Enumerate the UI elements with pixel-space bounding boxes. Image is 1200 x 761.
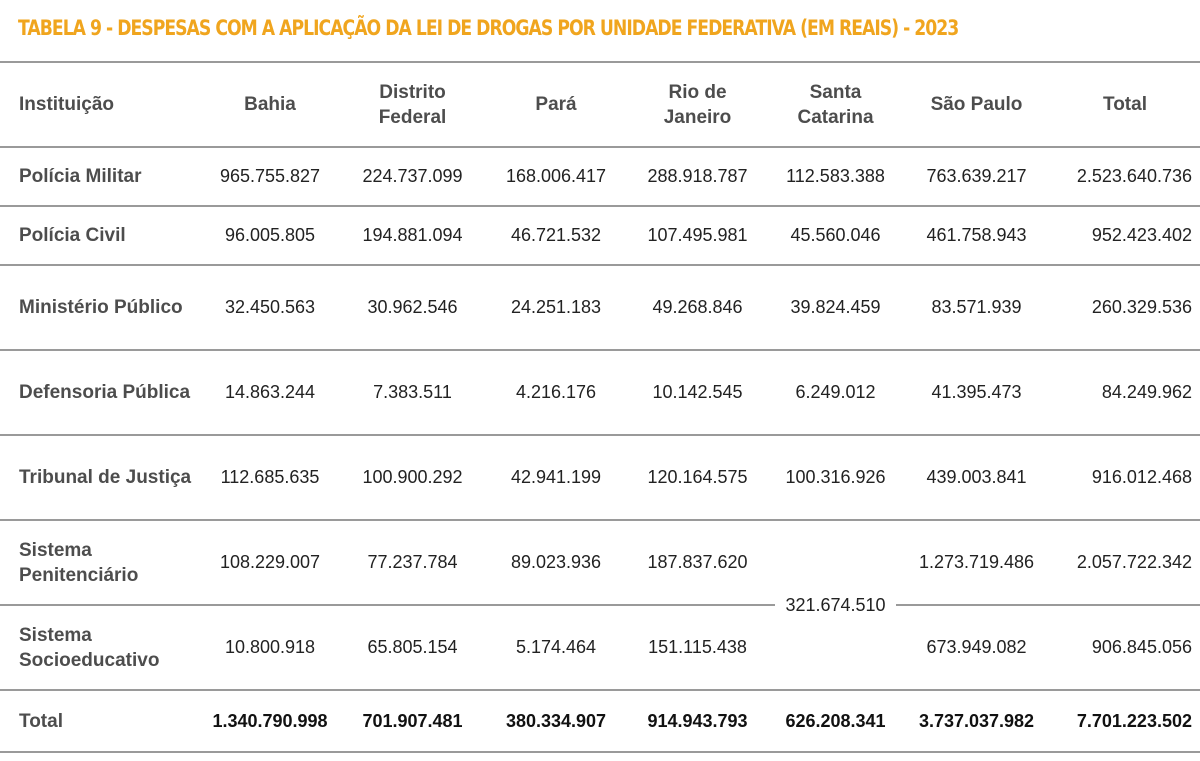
table-cell: 168.006.417 bbox=[485, 147, 627, 207]
column-header: Distrito Federal bbox=[340, 61, 485, 148]
row-label: Total bbox=[0, 690, 200, 753]
total-cell: 914.943.793 bbox=[627, 690, 768, 753]
column-header: Rio de Janeiro bbox=[627, 61, 768, 148]
table-cell: 112.685.635 bbox=[200, 435, 340, 521]
table-cell: 107.495.981 bbox=[627, 206, 768, 266]
table-cell: 42.941.199 bbox=[485, 435, 627, 521]
table-cell: 461.758.943 bbox=[903, 206, 1050, 266]
table-row: Polícia Militar 965.755.827 224.737.099 168… bbox=[0, 147, 1200, 207]
column-header: Bahia bbox=[200, 61, 340, 148]
column-header: Instituição bbox=[0, 61, 200, 148]
table-cell: 41.395.473 bbox=[903, 350, 1050, 436]
table-cell: 7.383.511 bbox=[340, 350, 485, 436]
table-cell: 89.023.936 bbox=[485, 520, 627, 606]
total-cell: 7.701.223.502 bbox=[1050, 690, 1200, 753]
table-row: Tribunal de Justiça 112.685.635 100.900.29… bbox=[0, 435, 1200, 521]
table-cell: 5.174.464 bbox=[485, 605, 627, 691]
column-header: Pará bbox=[485, 61, 627, 148]
table-cell-merged: 321.674.510 bbox=[768, 520, 903, 691]
table-cell: 100.316.926 bbox=[768, 435, 903, 521]
row-label: Ministério Público bbox=[0, 265, 200, 351]
row-label: Tribunal de Justiça bbox=[0, 435, 200, 521]
table-row: Ministério Público 32.450.563 30.962.546 24… bbox=[0, 265, 1200, 351]
table-cell: 108.229.007 bbox=[200, 520, 340, 606]
table-cell: 763.639.217 bbox=[903, 147, 1050, 207]
table-cell: 10.142.545 bbox=[627, 350, 768, 436]
row-label: Defensoria Pública bbox=[0, 350, 200, 436]
table-cell: 96.005.805 bbox=[200, 206, 340, 266]
table-cell: 260.329.536 bbox=[1050, 265, 1200, 351]
table-cell: 4.216.176 bbox=[485, 350, 627, 436]
table-cell: 84.249.962 bbox=[1050, 350, 1200, 436]
table-cell: 83.571.939 bbox=[903, 265, 1050, 351]
table-row: Sistema Socioeducativo 10.800.918 65.805.1… bbox=[0, 605, 1200, 691]
table-cell: 6.249.012 bbox=[768, 350, 903, 436]
table-cell: 965.755.827 bbox=[200, 147, 340, 207]
column-header: São Paulo bbox=[903, 61, 1050, 148]
table-cell: 65.805.154 bbox=[340, 605, 485, 691]
table-cell: 224.737.099 bbox=[340, 147, 485, 207]
table-cell: 39.824.459 bbox=[768, 265, 903, 351]
table-cell: 187.837.620 bbox=[627, 520, 768, 606]
table-cell: 45.560.046 bbox=[768, 206, 903, 266]
table-cell: 10.800.918 bbox=[200, 605, 340, 691]
total-cell: 1.340.790.998 bbox=[200, 690, 340, 753]
table-cell: 1.273.719.486 bbox=[903, 520, 1050, 606]
row-label: Polícia Civil bbox=[0, 206, 200, 266]
table-cell: 288.918.787 bbox=[627, 147, 768, 207]
total-row: Total 1.340.790.998 701.907.481 380.334.907… bbox=[0, 690, 1200, 753]
expenses-table: Instituição Bahia Distrito Federal Pará … bbox=[0, 61, 1200, 753]
table-cell: 32.450.563 bbox=[200, 265, 340, 351]
table-cell: 2.057.722.342 bbox=[1050, 520, 1200, 606]
table-row: Defensoria Pública 14.863.244 7.383.511 4.2… bbox=[0, 350, 1200, 436]
column-header: Santa Catarina bbox=[768, 61, 903, 148]
table-cell: 112.583.388 bbox=[768, 147, 903, 207]
column-header: Total bbox=[1050, 61, 1200, 148]
table-row: Sistema Penitenciário 108.229.007 77.237.7… bbox=[0, 520, 1200, 691]
total-cell: 626.208.341 bbox=[768, 690, 903, 753]
row-label: Sistema Socioeducativo bbox=[0, 605, 200, 691]
table-cell: 77.237.784 bbox=[340, 520, 485, 606]
header-row: Instituição Bahia Distrito Federal Pará … bbox=[0, 61, 1200, 148]
table-cell: 151.115.438 bbox=[627, 605, 768, 691]
table-cell: 673.949.082 bbox=[903, 605, 1050, 691]
table-cell: 46.721.532 bbox=[485, 206, 627, 266]
row-label: Sistema Penitenciário bbox=[0, 520, 200, 606]
table-cell: 916.012.468 bbox=[1050, 435, 1200, 521]
total-cell: 701.907.481 bbox=[340, 690, 485, 753]
table-cell: 14.863.244 bbox=[200, 350, 340, 436]
table-cell: 120.164.575 bbox=[627, 435, 768, 521]
table-cell: 24.251.183 bbox=[485, 265, 627, 351]
total-cell: 380.334.907 bbox=[485, 690, 627, 753]
table-cell: 2.523.640.736 bbox=[1050, 147, 1200, 207]
table-row: Polícia Civil 96.005.805 194.881.094 46.721… bbox=[0, 206, 1200, 266]
table-title: TABELA 9 - DESPESAS COM A APLICAÇÃO DA L… bbox=[18, 16, 959, 40]
table-cell: 49.268.846 bbox=[627, 265, 768, 351]
table-cell: 194.881.094 bbox=[340, 206, 485, 266]
table-cell: 100.900.292 bbox=[340, 435, 485, 521]
table-cell: 439.003.841 bbox=[903, 435, 1050, 521]
table-cell: 952.423.402 bbox=[1050, 206, 1200, 266]
table-cell: 906.845.056 bbox=[1050, 605, 1200, 691]
total-cell: 3.737.037.982 bbox=[903, 690, 1050, 753]
table-cell: 30.962.546 bbox=[340, 265, 485, 351]
row-label: Polícia Militar bbox=[0, 147, 200, 207]
